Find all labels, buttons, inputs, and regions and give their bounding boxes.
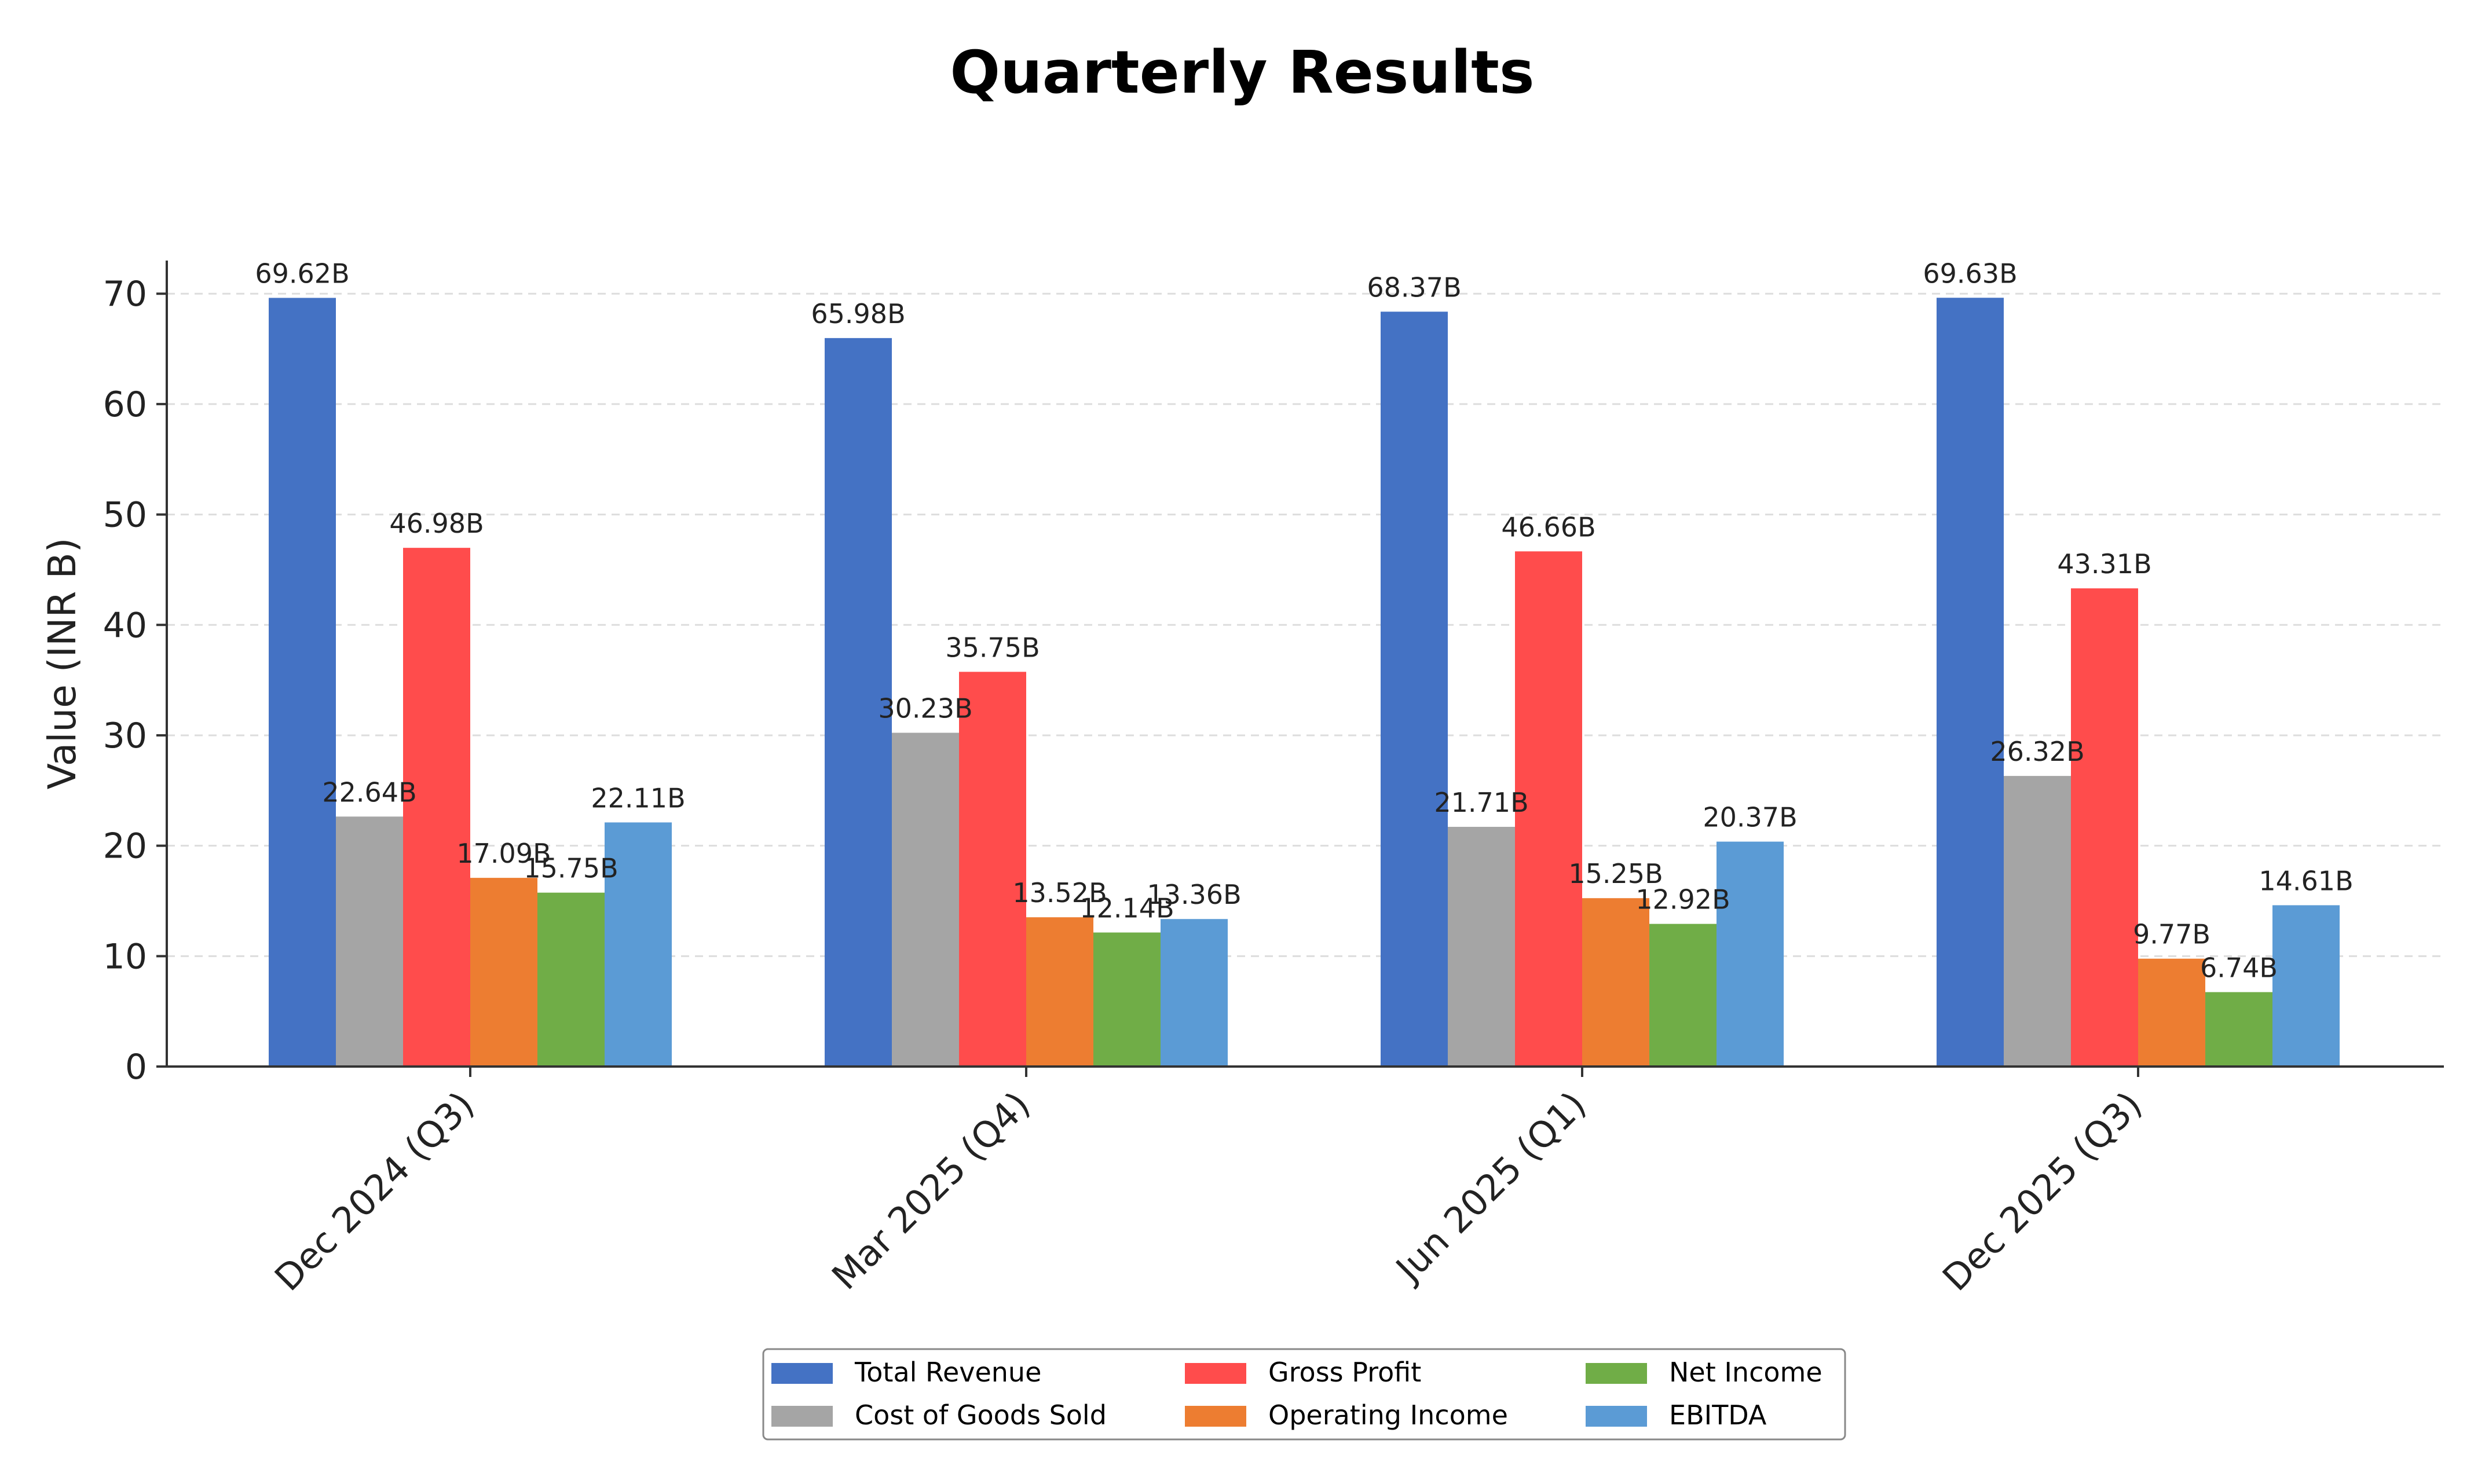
chart-title: Quarterly Results [950,38,1534,107]
legend-swatch [1185,1363,1246,1384]
bar [2071,588,2138,1067]
data-label: 22.64B [322,776,416,808]
bar [336,816,403,1067]
data-label: 9.77B [2133,919,2210,950]
y-tick-label: 20 [103,826,147,867]
y-ticks: 0 10 20 30 40 50 60 70 [103,274,167,1087]
data-label: 21.71B [1434,787,1528,818]
data-label: 13.52B [1012,877,1107,908]
y-tick-label: 50 [103,495,147,536]
bar [2272,905,2340,1067]
data-label: 15.75B [524,853,618,884]
y-axis-label: Value (INR B) [40,538,85,790]
bar [269,298,336,1067]
legend-swatch [771,1406,833,1427]
data-label: 15.25B [1568,858,1663,889]
data-label: 46.66B [1501,511,1595,543]
legend-swatch [1185,1406,1246,1427]
bar [1582,898,1649,1067]
y-tick-label: 30 [103,716,147,756]
data-label: 12.92B [1635,884,1730,915]
legend-label: Net Income [1669,1357,1822,1388]
data-label: 69.62B [255,258,349,289]
data-label: 68.37B [1367,272,1461,303]
legend-label: Cost of Goods Sold [855,1399,1107,1431]
y-tick-label: 10 [103,936,147,977]
bar [1937,298,2004,1067]
bar [2138,958,2205,1067]
y-tick-label: 70 [103,274,147,314]
bar [1093,932,1161,1067]
bar [1515,551,1582,1067]
data-label: 30.23B [878,693,972,724]
data-label: 12.14B [1079,893,1174,924]
bar [825,338,892,1067]
legend-label: EBITDA [1669,1399,1767,1431]
data-label: 43.31B [2057,548,2151,580]
legend-swatch [771,1363,833,1384]
bar [605,822,672,1067]
bar [1026,917,1093,1067]
legend-swatch [1586,1406,1647,1427]
data-label: 13.36B [1147,879,1241,910]
legend-label: Operating Income [1268,1399,1508,1431]
data-label: 46.98B [389,508,484,539]
bar [959,672,1026,1067]
legend-label: Total Revenue [854,1357,1041,1388]
bar-groups [269,298,2340,1067]
axes [166,261,2444,1068]
y-tick-label: 40 [103,605,147,646]
data-label: 6.74B [2200,952,2278,983]
bar [892,732,959,1067]
legend: Total Revenue Cost of Goods Sold Gross Pro… [762,1348,1846,1441]
data-label: 69.63B [1923,258,2017,289]
bar [537,892,605,1067]
bar [2004,776,2071,1067]
bar [2205,992,2272,1067]
data-label: 14.61B [2259,865,2353,896]
bar [1649,924,1717,1067]
bar [403,548,470,1067]
y-tick-label: 0 [125,1047,147,1087]
bar [1717,841,1784,1067]
data-label: 26.32B [1990,736,2084,767]
bar [1381,312,1448,1067]
legend-label: Gross Profit [1268,1357,1421,1388]
legend-box [762,1348,1846,1441]
legend-swatch [1586,1363,1647,1384]
data-label: 20.37B [1703,802,1797,833]
bar [1448,827,1515,1067]
data-label: 35.75B [945,632,1040,663]
bar [470,878,537,1067]
data-label: 17.09B [456,838,551,869]
bar [1161,919,1228,1067]
data-label: 65.98B [811,298,905,329]
data-label: 22.11B [591,782,685,814]
y-tick-label: 60 [103,384,147,425]
